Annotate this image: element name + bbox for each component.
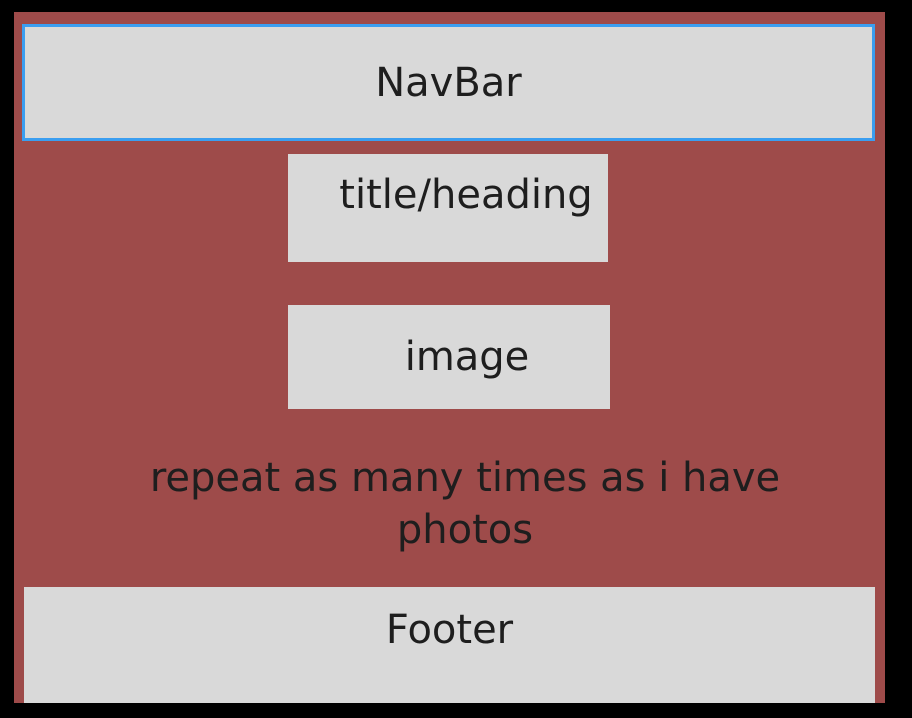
footer-label: Footer (385, 607, 514, 653)
navbar-label: NavBar (375, 59, 522, 106)
footer-box[interactable]: Footer (24, 587, 875, 703)
title-heading-box[interactable]: title/heading (288, 154, 608, 262)
image-label: image (404, 334, 530, 380)
image-box[interactable]: image (288, 305, 610, 409)
repeat-note: repeat as many times as i have photos (149, 455, 781, 553)
navbar-box[interactable]: NavBar (22, 24, 875, 141)
title-heading-label: title/heading (339, 172, 593, 218)
